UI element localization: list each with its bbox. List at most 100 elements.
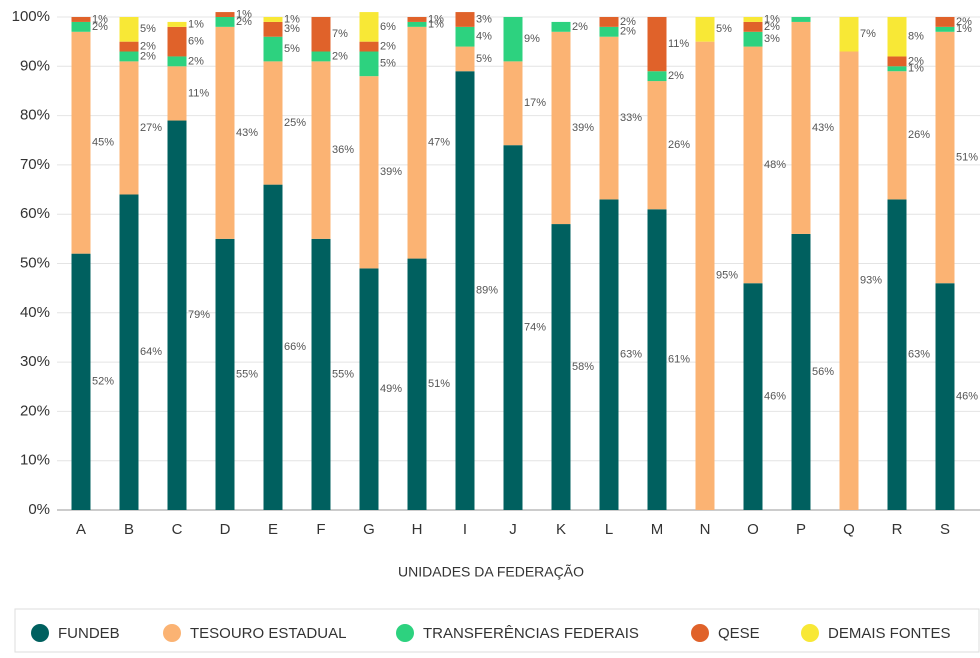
data-label: 6% bbox=[380, 21, 396, 33]
bar-segment bbox=[551, 224, 571, 510]
data-label: 46% bbox=[764, 391, 786, 403]
data-label: 3% bbox=[284, 23, 300, 35]
bar-segment bbox=[791, 17, 811, 22]
bar-segment bbox=[791, 233, 811, 511]
bar-segment bbox=[791, 21, 811, 234]
bar-segment bbox=[503, 145, 523, 510]
data-label: 39% bbox=[572, 122, 594, 134]
y-tick-label: 0% bbox=[28, 501, 50, 518]
x-tick-label: M bbox=[651, 521, 664, 538]
bar-segment bbox=[263, 17, 283, 22]
data-label: 63% bbox=[620, 349, 642, 361]
legend-label: TESOURO ESTADUAL bbox=[190, 625, 346, 642]
x-tick-label: Q bbox=[843, 521, 855, 538]
bar-segment bbox=[935, 283, 955, 510]
data-label: 11% bbox=[668, 38, 689, 50]
bar-segment bbox=[551, 21, 571, 32]
data-label: 2% bbox=[140, 50, 156, 62]
data-label: 55% bbox=[332, 368, 354, 380]
data-label: 48% bbox=[764, 159, 786, 171]
y-tick-label: 100% bbox=[12, 8, 50, 25]
bar-segment bbox=[935, 17, 955, 27]
bar-segment bbox=[215, 17, 235, 27]
bar-segment bbox=[551, 31, 571, 225]
data-label: 64% bbox=[140, 346, 162, 358]
y-tick-label: 10% bbox=[20, 452, 50, 469]
bar-segment bbox=[71, 17, 91, 22]
bar-segment bbox=[455, 26, 475, 47]
x-tick-label: J bbox=[509, 521, 517, 538]
bar-segment bbox=[647, 81, 667, 210]
bar-segment bbox=[263, 61, 283, 185]
data-label: 33% bbox=[620, 112, 642, 124]
legend-swatch bbox=[691, 624, 709, 642]
data-label: 2% bbox=[956, 16, 972, 28]
legend-swatch bbox=[163, 624, 181, 642]
data-label: 46% bbox=[956, 391, 978, 403]
bar-segment bbox=[119, 51, 139, 62]
bar-segment bbox=[887, 199, 907, 510]
data-label: 63% bbox=[908, 349, 930, 361]
y-tick-label: 80% bbox=[20, 107, 50, 124]
bar-segment bbox=[695, 17, 715, 42]
data-label: 2% bbox=[92, 21, 108, 33]
data-label: 2% bbox=[188, 55, 204, 67]
bar-segment bbox=[119, 17, 139, 42]
bar-segment bbox=[743, 283, 763, 510]
x-tick-label: N bbox=[700, 521, 711, 538]
data-label: 2% bbox=[620, 16, 636, 28]
bar-segment bbox=[311, 61, 331, 239]
bar-segment bbox=[839, 51, 859, 510]
data-label: 49% bbox=[380, 383, 402, 395]
bar-segment bbox=[359, 41, 379, 52]
legend-swatch bbox=[801, 624, 819, 642]
x-tick-label: H bbox=[412, 521, 423, 538]
data-label: 7% bbox=[860, 28, 876, 40]
data-label: 25% bbox=[284, 117, 306, 129]
bar-segment bbox=[359, 51, 379, 77]
bar-segment bbox=[887, 56, 907, 67]
data-label: 61% bbox=[668, 354, 690, 366]
bar-segment bbox=[887, 17, 907, 57]
bar-segment bbox=[71, 253, 91, 510]
bar-segment bbox=[455, 46, 475, 72]
y-tick-label: 40% bbox=[20, 304, 50, 321]
bar-segment bbox=[887, 71, 907, 200]
data-label: 51% bbox=[428, 378, 450, 390]
data-label: 39% bbox=[380, 166, 402, 178]
bar-segment bbox=[215, 12, 235, 17]
bar-segment bbox=[887, 66, 907, 72]
bar-segment bbox=[167, 56, 187, 67]
data-label: 8% bbox=[908, 31, 924, 43]
x-tick-label: D bbox=[220, 521, 231, 538]
bar-segment bbox=[503, 61, 523, 146]
bar-segment bbox=[647, 209, 667, 510]
data-label: 1% bbox=[908, 63, 924, 75]
data-label: 1% bbox=[428, 18, 444, 30]
x-tick-label: C bbox=[172, 521, 183, 538]
data-label: 27% bbox=[140, 122, 162, 134]
data-label: 2% bbox=[236, 16, 252, 28]
data-label: 2% bbox=[380, 40, 396, 52]
bar-segment bbox=[839, 17, 859, 52]
data-label: 56% bbox=[812, 366, 834, 378]
bar-segment bbox=[599, 17, 619, 27]
legend-swatch bbox=[31, 624, 49, 642]
bar-segment bbox=[407, 21, 427, 27]
bar-segment bbox=[359, 76, 379, 269]
bar-segment bbox=[935, 26, 955, 32]
bar-segment bbox=[743, 31, 763, 47]
bar-segment bbox=[311, 17, 331, 52]
bar-segment bbox=[71, 31, 91, 254]
data-label: 9% bbox=[524, 33, 540, 45]
data-label: 47% bbox=[428, 137, 450, 149]
y-tick-label: 30% bbox=[20, 353, 50, 370]
y-tick-label: 70% bbox=[20, 156, 50, 173]
legend-box bbox=[14, 608, 980, 653]
bar-segment bbox=[119, 41, 139, 52]
data-label: 2% bbox=[572, 21, 588, 33]
x-tick-label: F bbox=[316, 521, 325, 538]
bar-segment bbox=[695, 41, 715, 511]
y-tick-label: 90% bbox=[20, 57, 50, 74]
bar-segment bbox=[407, 26, 427, 259]
